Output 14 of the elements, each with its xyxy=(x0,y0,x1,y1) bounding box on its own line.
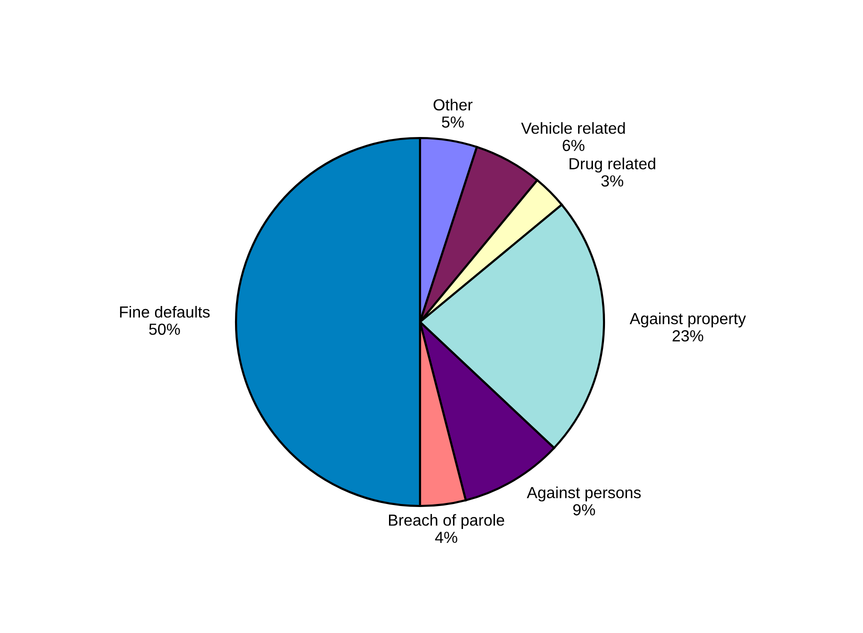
slice-label: Against persons xyxy=(526,486,641,502)
data-label: 4% xyxy=(435,532,458,543)
data-label: 23% xyxy=(672,330,704,342)
data-label: 9% xyxy=(573,504,596,516)
slice-label: Against property xyxy=(630,312,746,328)
slice-label: Other xyxy=(434,98,473,111)
data-label: 50% xyxy=(149,324,180,335)
data-label: 3% xyxy=(601,175,624,187)
slice-label: Drug related xyxy=(570,158,656,173)
data-label: 6% xyxy=(562,140,584,152)
data-label: 5% xyxy=(442,116,464,128)
slice-label: Fine defaults xyxy=(120,306,210,318)
slice-label: Breach of parole xyxy=(389,514,504,529)
slice-label: Vehicle related xyxy=(521,122,625,134)
